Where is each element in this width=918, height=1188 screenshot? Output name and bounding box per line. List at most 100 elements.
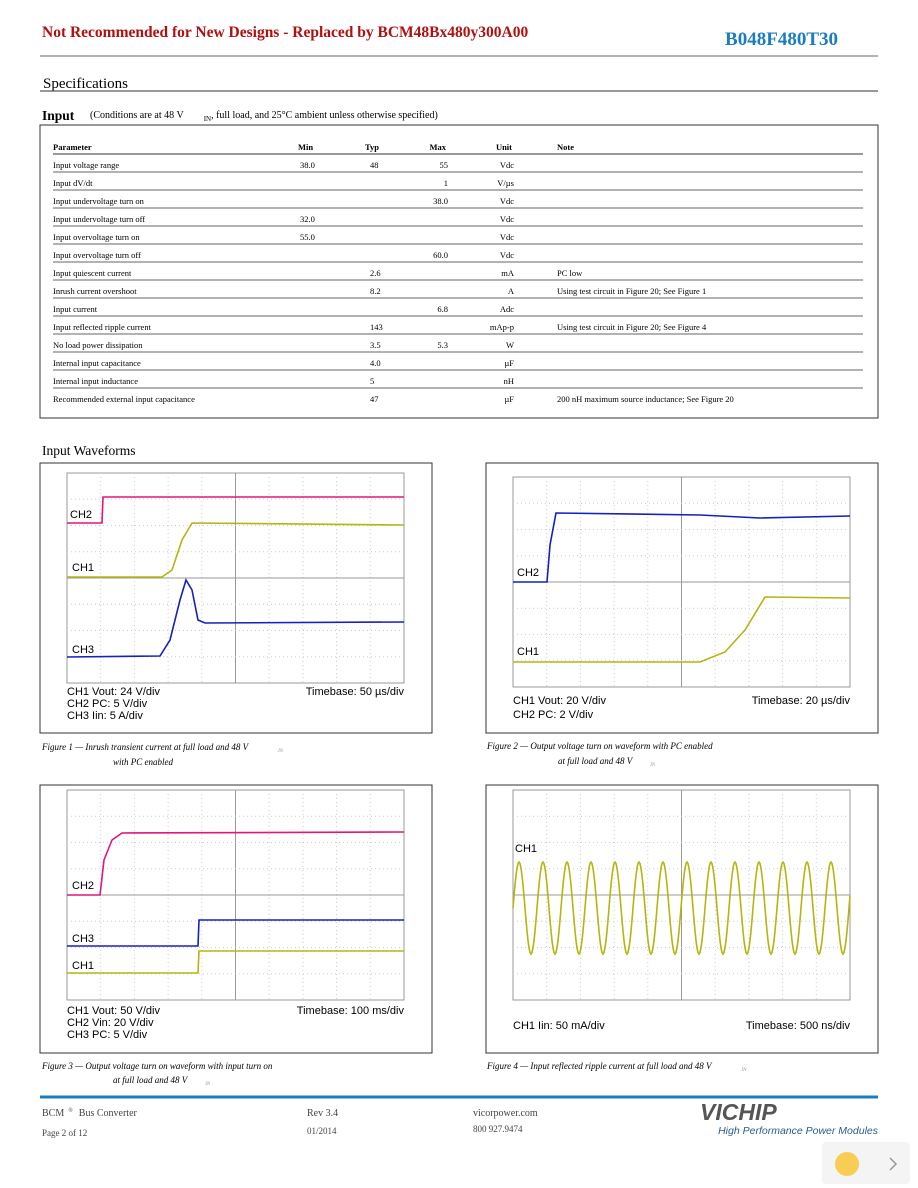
table-cell: Vdc: [500, 196, 514, 206]
phone: 800 927.9474: [473, 1124, 523, 1134]
timebase-label: Timebase: 500 ns/div: [746, 1020, 851, 1032]
caption-text: with PC enabled: [113, 757, 173, 767]
banner: Not Recommended for New Designs - Replac…: [42, 24, 528, 41]
viewer-icon: [835, 1152, 859, 1176]
table-cell: Using test circuit in Figure 20; See Fig…: [557, 286, 706, 296]
figure-caption-line2: at full load and 48 V IN: [558, 756, 656, 768]
waveforms-title: Input Waveforms: [42, 443, 136, 458]
scale-label: CH1 Iin: 50 mA/div: [513, 1020, 605, 1032]
figure-caption: Figure 4 — Input reflected ripple curren…: [486, 1061, 747, 1073]
table-cell: 5.3: [437, 340, 448, 350]
table-cell: Vdc: [500, 214, 514, 224]
table-cell: 48: [370, 160, 379, 170]
table-cell: 4.0: [370, 358, 381, 368]
channel-label: CH3: [72, 644, 94, 656]
timebase-label: Timebase: 50 µs/div: [306, 686, 405, 698]
table-cell: 3.5: [370, 340, 381, 350]
website: vicorpower.com: [473, 1108, 538, 1119]
caption-sub: IN: [649, 763, 656, 768]
table-cell: Vdc: [500, 160, 514, 170]
scope-trace: [66, 578, 405, 658]
channel-label: CH1: [72, 562, 94, 574]
table-cell: Input quiescent current: [53, 268, 132, 278]
logo: VICHIP: [700, 1099, 777, 1125]
table-cell: 32.0: [300, 214, 315, 224]
figure-caption: Figure 2 — Output voltage turn on wavefo…: [486, 741, 713, 751]
scale-label: CH1 Vout: 24 V/div: [67, 686, 160, 698]
figure-caption-line2: at full load and 48 V IN: [113, 1075, 211, 1087]
table-cell: 38.0: [433, 196, 448, 206]
section-title: Specifications: [43, 76, 128, 92]
timebase-label: Timebase: 20 µs/div: [752, 695, 851, 707]
table-cell: 6.8: [437, 304, 448, 314]
table-cell: Input overvoltage turn on: [53, 232, 140, 242]
conditions: (Conditions are at 48 V IN, full load, an…: [90, 110, 438, 123]
caption-text: Figure 2 — Output voltage turn on wavefo…: [486, 741, 713, 751]
conditions-start: (Conditions are at 48 V: [90, 110, 184, 121]
scope-trace: [67, 919, 404, 947]
revision: Rev 3.4: [307, 1108, 338, 1119]
table-cell: Input voltage range: [53, 160, 119, 170]
table-cell: PC low: [557, 268, 583, 278]
scope-trace: [513, 596, 851, 663]
next-arrow[interactable]: [889, 1157, 898, 1171]
table-cell: 143: [370, 322, 383, 332]
table-header: Note: [557, 142, 574, 152]
page-number: Page 2 of 12: [42, 1128, 87, 1138]
scale-label: CH2 PC: 5 V/div: [67, 698, 148, 710]
table-cell: V/µs: [497, 178, 514, 188]
table-cell: Input current: [53, 304, 98, 314]
table-cell: 55: [440, 160, 449, 170]
table-header: Parameter: [53, 142, 92, 152]
scope-trace: [513, 512, 851, 583]
caption-text: Figure 3 — Output voltage turn on wavefo…: [41, 1061, 273, 1071]
scope-trace: [67, 950, 404, 974]
table-cell: 55.0: [300, 232, 315, 242]
product-type: Bus Converter: [79, 1108, 138, 1119]
scale-label: CH1 Vout: 20 V/div: [513, 695, 606, 707]
figure-caption: Figure 1 — Inrush transient current at f…: [41, 742, 284, 754]
reg-mark: ®: [68, 1107, 73, 1114]
caption-text: Figure 1 — Inrush transient current at f…: [41, 742, 250, 752]
table-cell: 200 nH maximum source inductance; See Fi…: [557, 394, 734, 404]
table-header: Min: [298, 142, 313, 152]
table-cell: mA: [501, 268, 515, 278]
table-cell: µF: [504, 394, 514, 404]
table-cell: Input overvoltage turn off: [53, 250, 141, 260]
channel-label: CH3: [72, 933, 94, 945]
channel-label: CH2: [70, 509, 92, 521]
table-cell: 5: [370, 376, 374, 386]
table-cell: nH: [504, 376, 514, 386]
table-cell: A: [508, 286, 515, 296]
table-cell: Inrush current overshoot: [53, 286, 137, 296]
table-cell: 47: [370, 394, 379, 404]
product: BCM: [42, 1108, 64, 1119]
table-frame: [39, 124, 879, 419]
caption-sub: IN: [204, 1082, 211, 1087]
table-cell: 1: [444, 178, 448, 188]
channel-label: CH2: [517, 567, 539, 579]
table-cell: Recommended external input capacitance: [53, 394, 195, 404]
table-cell: Using test circuit in Figure 20; See Fig…: [557, 322, 707, 332]
table-header: Max: [429, 142, 446, 152]
table-header: Unit: [496, 142, 512, 152]
table-header: Typ: [365, 142, 379, 152]
scale-label: CH1 Vout: 50 V/div: [67, 1005, 160, 1017]
channel-label: CH2: [72, 880, 94, 892]
table-cell: Internal input capacitance: [53, 358, 141, 368]
input-heading: Input: [42, 108, 75, 123]
caption-text: Figure 4 — Input reflected ripple curren…: [486, 1061, 713, 1071]
conditions-sub: IN: [204, 115, 211, 123]
scope-trace: [67, 496, 404, 524]
tagline: High Performance Power Modules: [718, 1125, 879, 1137]
channel-label: CH1: [517, 646, 539, 658]
figure-caption: Figure 3 — Output voltage turn on wavefo…: [41, 1061, 273, 1071]
table-cell: Input reflected ripple current: [53, 322, 152, 332]
caption-text: at full load and 48 V: [558, 756, 634, 766]
part-number: B048F480T30: [725, 29, 838, 50]
table-cell: Vdc: [500, 250, 514, 260]
table-cell: Input undervoltage turn on: [53, 196, 145, 206]
table-cell: Internal input inductance: [53, 376, 138, 386]
